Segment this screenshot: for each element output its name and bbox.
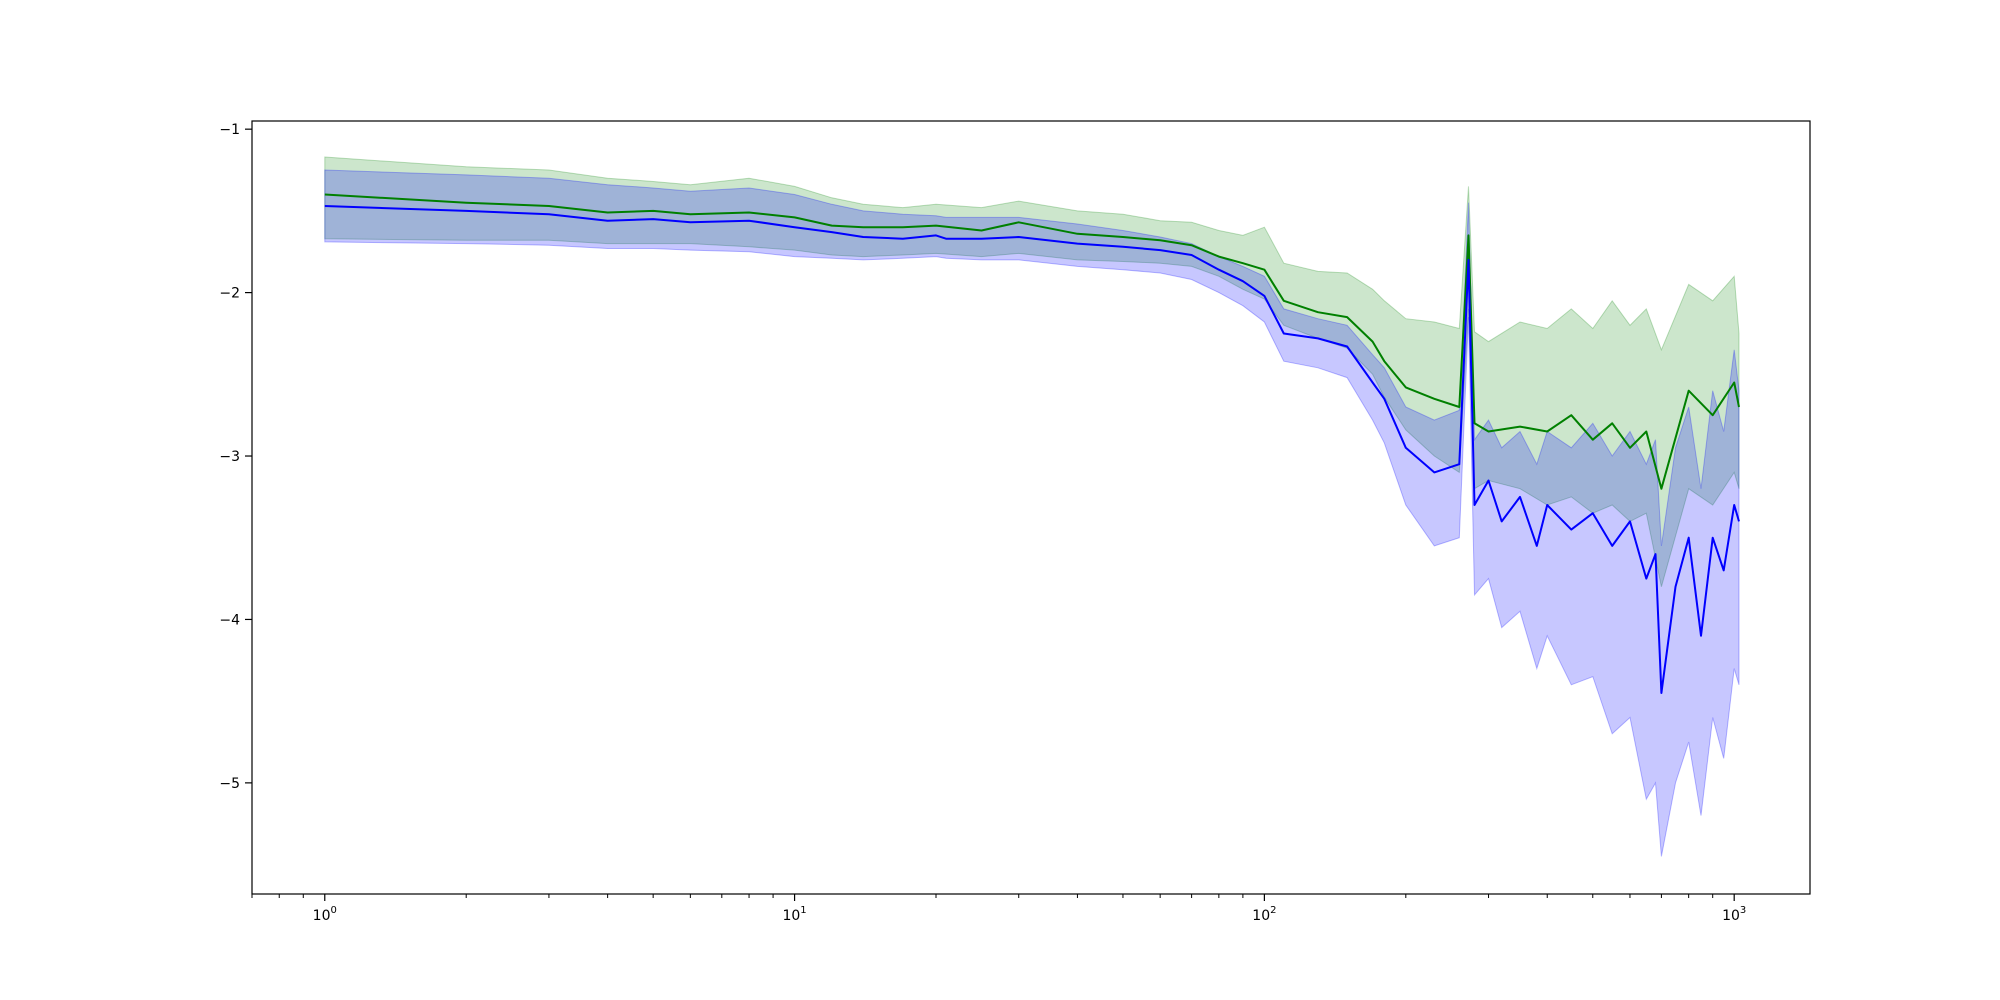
y-tick-label: −4 xyxy=(219,612,240,628)
plot-area: −1 −2 −3 −4 −5 100 101 102 103 xyxy=(219,120,1811,924)
y-tick-label: −5 xyxy=(219,776,240,792)
series-2-band xyxy=(324,169,1740,857)
axes-frame xyxy=(251,120,1811,895)
series-1-band xyxy=(324,156,1740,587)
series-2-line xyxy=(324,205,1740,694)
series-1-line xyxy=(324,193,1740,490)
x-tick-label: 100 xyxy=(313,905,337,924)
x-tick-label: 102 xyxy=(1252,905,1276,924)
data-layer xyxy=(324,156,1740,857)
x-tick-label: 101 xyxy=(782,905,806,924)
y-tick-label: −1 xyxy=(219,122,240,138)
y-tick-label: −2 xyxy=(219,286,240,302)
x-tick-label: 103 xyxy=(1722,905,1746,924)
y-tick-label: −3 xyxy=(219,449,240,465)
